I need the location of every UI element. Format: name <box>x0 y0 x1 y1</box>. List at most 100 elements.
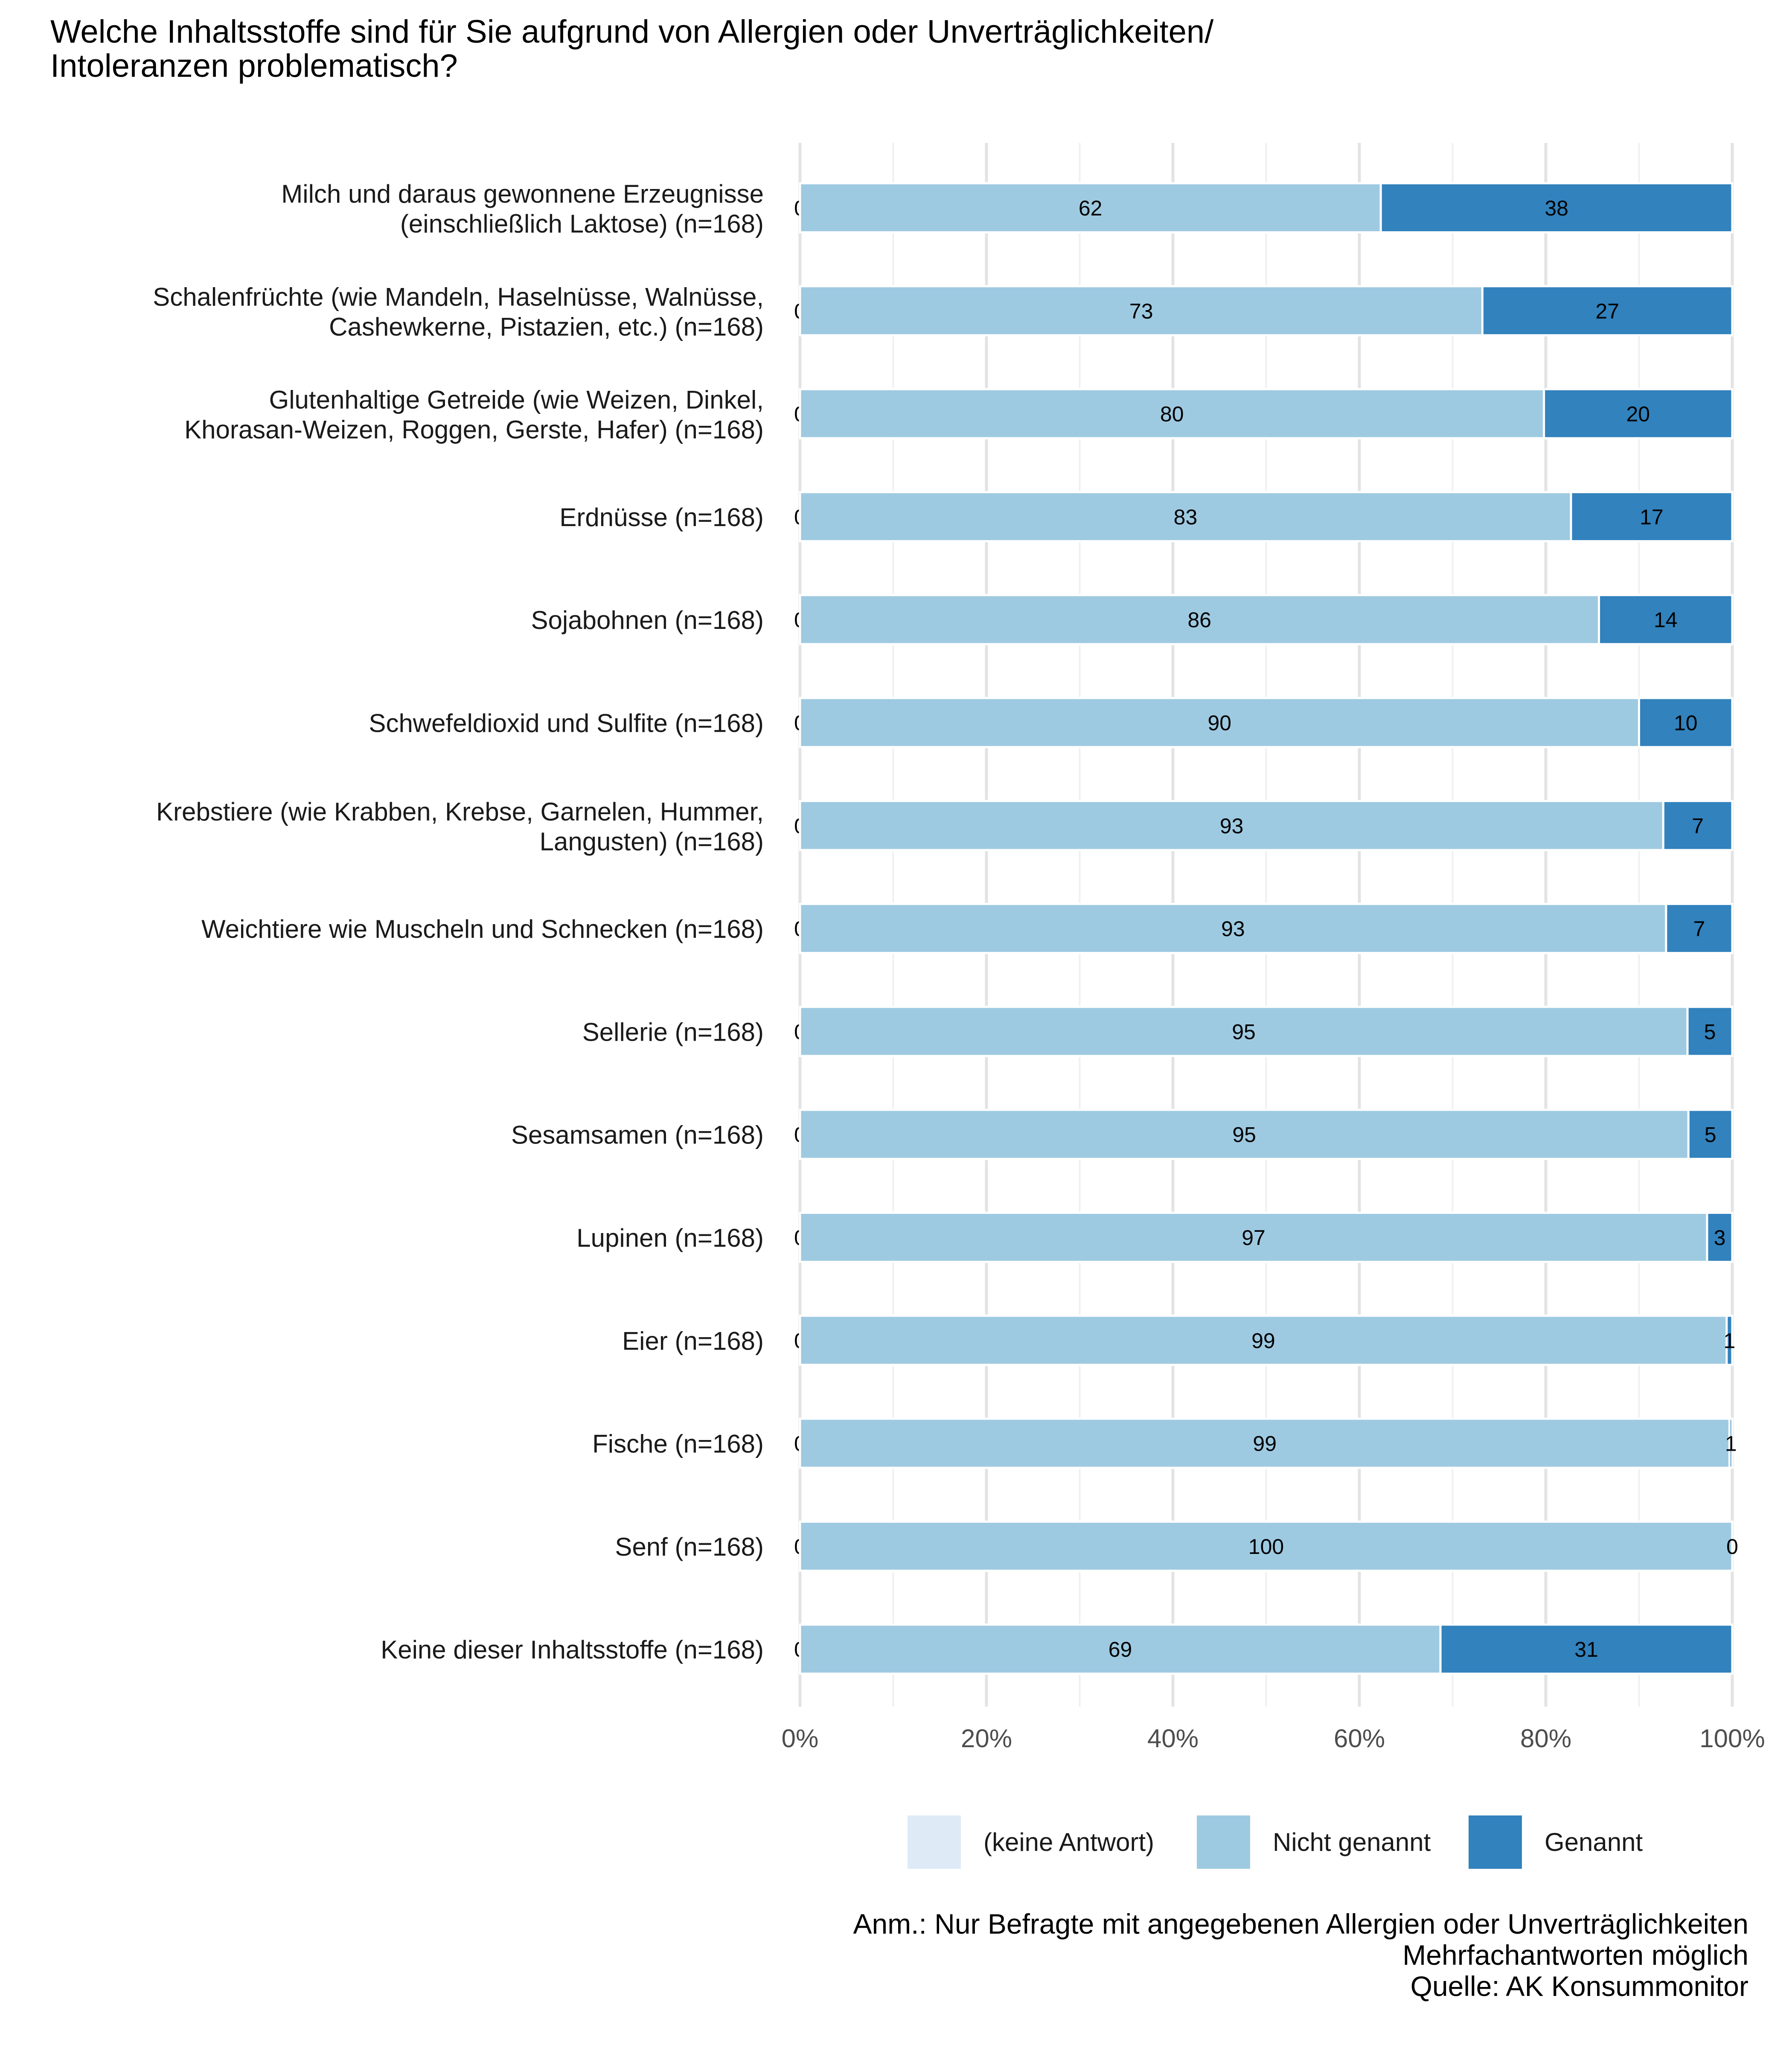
data-label: 20 <box>1626 402 1650 426</box>
data-label: 100 <box>1248 1535 1284 1559</box>
data-label: 1 <box>1724 1329 1736 1353</box>
bar-segment-nicht-genannt <box>799 182 1382 233</box>
x-tick-label: 60% <box>1334 1724 1385 1753</box>
data-label: 7 <box>1692 814 1704 838</box>
bar-segment-genannt <box>1570 491 1734 542</box>
caption: Anm.: Nur Befragte mit angegebenen Aller… <box>853 1908 1748 2002</box>
category-label: Weichtiere wie Muscheln und Schnecken (n… <box>201 915 764 943</box>
bar-segment-nicht-genannt <box>799 285 1484 337</box>
data-label: 95 <box>1232 1123 1256 1147</box>
legend-swatch <box>908 1815 961 1869</box>
category-label: Sesamsamen (n=168) <box>511 1121 764 1149</box>
bar-segment-nicht-genannt <box>799 1006 1689 1057</box>
bar-segment-genannt <box>1728 1417 1734 1469</box>
data-label: 17 <box>1640 505 1664 529</box>
bar-segment-genannt <box>1598 594 1734 646</box>
data-label: 97 <box>1242 1226 1265 1250</box>
legend-label: Genannt <box>1545 1828 1643 1856</box>
chart-title-line: Welche Inhaltsstoffe sind für Sie aufgru… <box>50 14 1214 50</box>
bar-segment-nicht-genannt <box>799 1108 1690 1160</box>
bar-row: 0955 <box>794 1006 1734 1057</box>
chart-title: Welche Inhaltsstoffe sind für Sie aufgru… <box>50 14 1214 84</box>
bar-segment-genannt <box>1638 697 1734 748</box>
data-label: 73 <box>1129 299 1153 323</box>
data-label: 31 <box>1574 1638 1598 1661</box>
bar-segment-nicht-genannt <box>799 800 1664 851</box>
legend-item: (keine Antwort) <box>908 1815 1154 1869</box>
bar-segment-nicht-genannt <box>799 1315 1728 1366</box>
bar-segment-nicht-genannt <box>799 1623 1442 1675</box>
category-label: Schalenfrüchte (wie Mandeln, Haselnüsse,… <box>153 282 764 311</box>
x-tick-label: 80% <box>1520 1724 1571 1753</box>
bar-row: 0973 <box>794 1212 1734 1263</box>
x-axis-ticks: 0% 20% 40% 60% 80% 100% <box>782 1724 1765 1753</box>
bar-segment-genannt <box>1725 1315 1734 1366</box>
bar-segment-nicht-genannt <box>799 697 1640 748</box>
data-label: 14 <box>1654 608 1678 632</box>
data-label: 99 <box>1251 1329 1275 1353</box>
bar-row: 08020 <box>794 388 1734 439</box>
bar-segment-genannt <box>1662 800 1734 851</box>
bar-segment-genannt <box>1706 1212 1734 1263</box>
category-label: Sellerie (n=168) <box>582 1018 764 1046</box>
bar-segment-nicht-genannt <box>799 594 1600 646</box>
data-label: 7 <box>1693 917 1705 941</box>
data-label: 5 <box>1704 1020 1716 1044</box>
bar-row: 07327 <box>794 285 1734 337</box>
data-label: 83 <box>1174 505 1198 529</box>
x-tick-label: 20% <box>961 1724 1012 1753</box>
bar-segment-nicht-genannt <box>799 1520 1734 1572</box>
bar-segment-genannt <box>1439 1623 1734 1675</box>
legend-swatch <box>1469 1815 1522 1869</box>
caption-line: Mehrfachantworten möglich <box>1402 1939 1748 1971</box>
data-label: 62 <box>1079 196 1103 220</box>
category-label: Langusten) (n=168) <box>540 827 764 856</box>
category-label: Schwefeldioxid und Sulfite (n=168) <box>369 709 764 738</box>
bar-segment-genannt <box>1481 285 1734 337</box>
data-label: 38 <box>1545 196 1568 220</box>
data-label: 90 <box>1207 711 1231 735</box>
data-label: 69 <box>1108 1638 1132 1661</box>
bar-segment-genannt <box>1379 182 1734 233</box>
category-label: Keine dieser Inhaltsstoffe (n=168) <box>381 1635 764 1664</box>
data-label: 3 <box>1714 1226 1726 1250</box>
category-label: Fische (n=168) <box>592 1430 764 1458</box>
legend-item: Genannt <box>1469 1815 1643 1869</box>
data-label: 93 <box>1220 814 1244 838</box>
data-label: 5 <box>1705 1123 1716 1147</box>
category-label: (einschließlich Laktose) (n=168) <box>400 209 764 238</box>
category-label: Lupinen (n=168) <box>576 1224 764 1252</box>
legend-label: Nicht genannt <box>1273 1828 1431 1856</box>
category-label: Krebstiere (wie Krabben, Krebse, Garnele… <box>156 797 764 826</box>
bar-row: 0991 <box>794 1417 1737 1469</box>
data-label: 86 <box>1187 608 1211 632</box>
caption-line: Quelle: AK Konsummonitor <box>1411 1970 1748 2002</box>
data-label: 95 <box>1232 1020 1256 1044</box>
x-tick-label: 100% <box>1699 1724 1765 1753</box>
bar-segment-genannt <box>1665 903 1734 954</box>
data-label: 0 <box>1726 1535 1738 1559</box>
legend-label: (keine Antwort) <box>983 1828 1154 1856</box>
chart-title-line: Intoleranzen problematisch? <box>50 48 458 84</box>
bar-row: 0991 <box>794 1315 1736 1366</box>
bar-row: 01000 <box>794 1520 1738 1572</box>
legend-item: Nicht genannt <box>1197 1815 1431 1869</box>
category-label: Glutenhaltige Getreide (wie Weizen, Dink… <box>269 386 764 414</box>
data-label: 99 <box>1253 1432 1277 1456</box>
data-label: 80 <box>1160 402 1184 426</box>
category-label: Senf (n=168) <box>615 1533 764 1561</box>
bar-row: 06238 <box>794 182 1734 233</box>
x-tick-label: 0% <box>782 1724 819 1753</box>
category-label: Cashewkerne, Pistazien, etc.) (n=168) <box>329 312 764 341</box>
data-label: 10 <box>1674 711 1698 735</box>
bar-segment-genannt <box>1543 388 1734 439</box>
data-label: 27 <box>1595 299 1619 323</box>
bar-segment-genannt <box>1686 1006 1734 1057</box>
legend-swatch <box>1197 1815 1250 1869</box>
category-label: Khorasan-Weizen, Roggen, Gerste, Hafer) … <box>184 416 764 444</box>
